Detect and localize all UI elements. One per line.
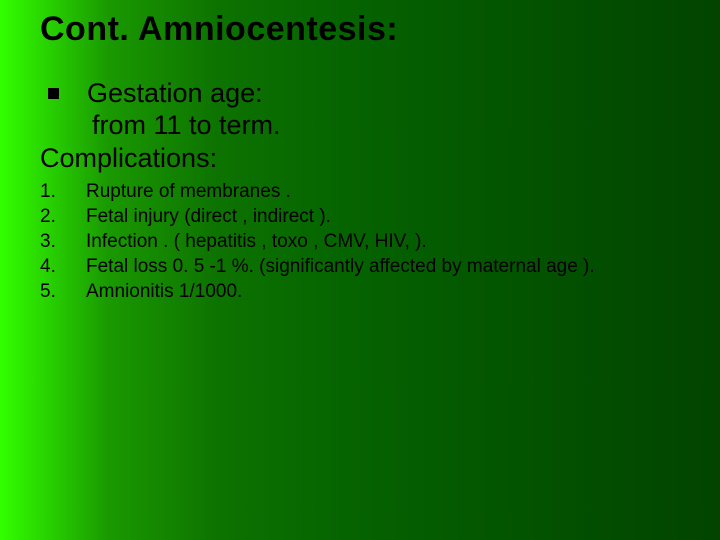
- square-bullet-icon: [48, 88, 59, 99]
- slide: Cont. Amniocentesis: Gestation age: from…: [0, 0, 720, 540]
- list-item: 5. Amnionitis 1/1000.: [40, 281, 595, 303]
- list-item: 4. Fetal loss 0. 5 -1 %. (significantly …: [40, 256, 595, 278]
- list-text: Infection . ( hepatitis , toxo , CMV, HI…: [86, 231, 427, 253]
- gestation-age-label: Gestation age:: [87, 78, 263, 109]
- list-text: Amnionitis 1/1000.: [86, 281, 242, 303]
- list-number: 1.: [40, 181, 86, 203]
- list-number: 2.: [40, 206, 86, 228]
- list-text: Fetal loss 0. 5 -1 %. (significantly aff…: [86, 256, 595, 278]
- list-item: 1. Rupture of membranes .: [40, 181, 595, 203]
- complications-heading: Complications:: [40, 143, 217, 174]
- gestation-age-value: from 11 to term.: [92, 110, 281, 141]
- list-number: 3.: [40, 231, 86, 253]
- list-text: Rupture of membranes .: [86, 181, 291, 203]
- list-number: 5.: [40, 281, 86, 303]
- list-text: Fetal injury (direct , indirect ).: [86, 206, 331, 228]
- complications-list: 1. Rupture of membranes . 2. Fetal injur…: [40, 181, 595, 306]
- list-item: 3. Infection . ( hepatitis , toxo , CMV,…: [40, 231, 595, 253]
- slide-title: Cont. Amniocentesis:: [40, 10, 398, 49]
- bullet-row: Gestation age:: [48, 78, 263, 109]
- list-number: 4.: [40, 256, 86, 278]
- list-item: 2. Fetal injury (direct , indirect ).: [40, 206, 595, 228]
